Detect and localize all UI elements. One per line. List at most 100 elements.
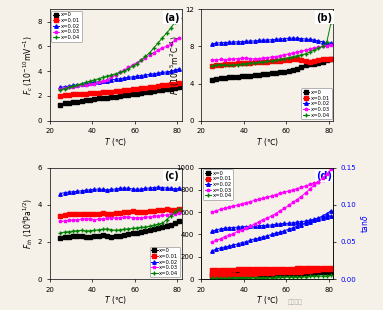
x=0	[227, 75, 231, 79]
x=0.03	[252, 199, 257, 202]
x=0.04	[261, 275, 265, 279]
x=0.03	[231, 57, 236, 61]
x=0.04	[312, 48, 316, 52]
x=0.01	[97, 212, 101, 215]
x=0.04	[113, 72, 118, 76]
x=0.02	[75, 189, 80, 193]
x=0.04	[164, 218, 169, 221]
x=0.01	[105, 212, 110, 216]
x=0	[265, 270, 270, 274]
x=0	[257, 73, 261, 77]
x=0.01	[312, 60, 316, 63]
x=0.04	[173, 20, 178, 24]
x=0	[135, 231, 139, 234]
x=0	[147, 90, 152, 94]
x=0.04	[143, 55, 148, 58]
Line: x=0.04: x=0.04	[210, 20, 333, 68]
x=0.02	[88, 81, 92, 85]
x=0.04	[303, 52, 308, 56]
x=0.04	[88, 229, 92, 232]
x=0.04	[83, 81, 88, 84]
x=0.04	[282, 274, 286, 278]
x=0.02	[257, 38, 261, 42]
x=0.01	[265, 267, 270, 271]
x=0	[118, 234, 122, 238]
x=0.01	[282, 59, 286, 62]
x=0.03	[109, 76, 114, 79]
x=0.04	[71, 84, 75, 88]
x=0.01	[143, 86, 148, 90]
x=0.02	[126, 187, 131, 190]
x=0.02	[152, 186, 156, 189]
x=0.02	[97, 187, 101, 191]
Text: (d): (d)	[316, 171, 332, 181]
X-axis label: $T$ (℃): $T$ (℃)	[256, 136, 279, 148]
x=0.03	[126, 215, 131, 219]
x=0.03	[143, 215, 148, 219]
x=0	[299, 65, 304, 69]
x=0.04	[223, 276, 227, 280]
x=0.03	[156, 48, 160, 52]
x=0.01	[113, 211, 118, 215]
x=0.04	[244, 276, 248, 279]
x=0.03	[97, 217, 101, 221]
Line: x=0.04: x=0.04	[210, 269, 333, 280]
x=0.03	[273, 193, 278, 196]
x=0.03	[248, 200, 252, 203]
Line: x=0.03: x=0.03	[210, 175, 333, 214]
x=0.01	[118, 210, 122, 214]
x=0.01	[316, 266, 321, 270]
x=0	[214, 271, 219, 275]
x=0	[88, 235, 92, 239]
x=0.02	[113, 78, 118, 81]
x=0.01	[227, 268, 231, 271]
x=0.03	[329, 43, 333, 46]
x=0	[303, 269, 308, 273]
x=0.01	[265, 60, 270, 64]
x=0.02	[231, 40, 236, 44]
x=0.04	[299, 273, 304, 277]
x=0.02	[58, 192, 63, 195]
x=0.01	[109, 212, 114, 215]
x=0.03	[88, 217, 92, 221]
x=0.02	[239, 40, 244, 43]
x=0.03	[152, 214, 156, 218]
x=0.03	[265, 56, 270, 60]
x=0	[135, 92, 139, 95]
x=0.01	[152, 85, 156, 89]
x=0.02	[71, 190, 75, 193]
x=0.04	[286, 56, 291, 60]
x=0.03	[299, 49, 304, 53]
x=0.03	[308, 47, 312, 51]
x=0.02	[214, 228, 219, 232]
x=0.02	[303, 37, 308, 41]
x=0	[105, 234, 110, 238]
x=0.03	[324, 44, 329, 47]
x=0	[122, 233, 126, 237]
x=0.01	[316, 59, 321, 62]
x=0	[79, 234, 84, 238]
x=0.01	[135, 210, 139, 214]
x=0.04	[299, 53, 304, 57]
x=0.03	[282, 53, 286, 57]
x=0.01	[169, 208, 173, 212]
x=0	[169, 87, 173, 91]
x=0.03	[122, 68, 126, 72]
x=0.03	[214, 58, 219, 62]
x=0.02	[227, 226, 231, 230]
x=0	[177, 86, 182, 89]
x=0	[109, 95, 114, 99]
x=0.04	[252, 275, 257, 279]
x=0.03	[291, 188, 295, 192]
x=0.02	[62, 85, 67, 89]
x=0.04	[79, 228, 84, 232]
x=0.02	[273, 223, 278, 226]
x=0	[97, 97, 101, 100]
x=0	[218, 271, 223, 274]
x=0.04	[312, 272, 316, 276]
Line: x=0.01: x=0.01	[210, 266, 333, 272]
x=0.03	[109, 216, 114, 219]
x=0.01	[244, 61, 248, 65]
x=0.01	[295, 267, 300, 270]
x=0.03	[231, 204, 236, 208]
